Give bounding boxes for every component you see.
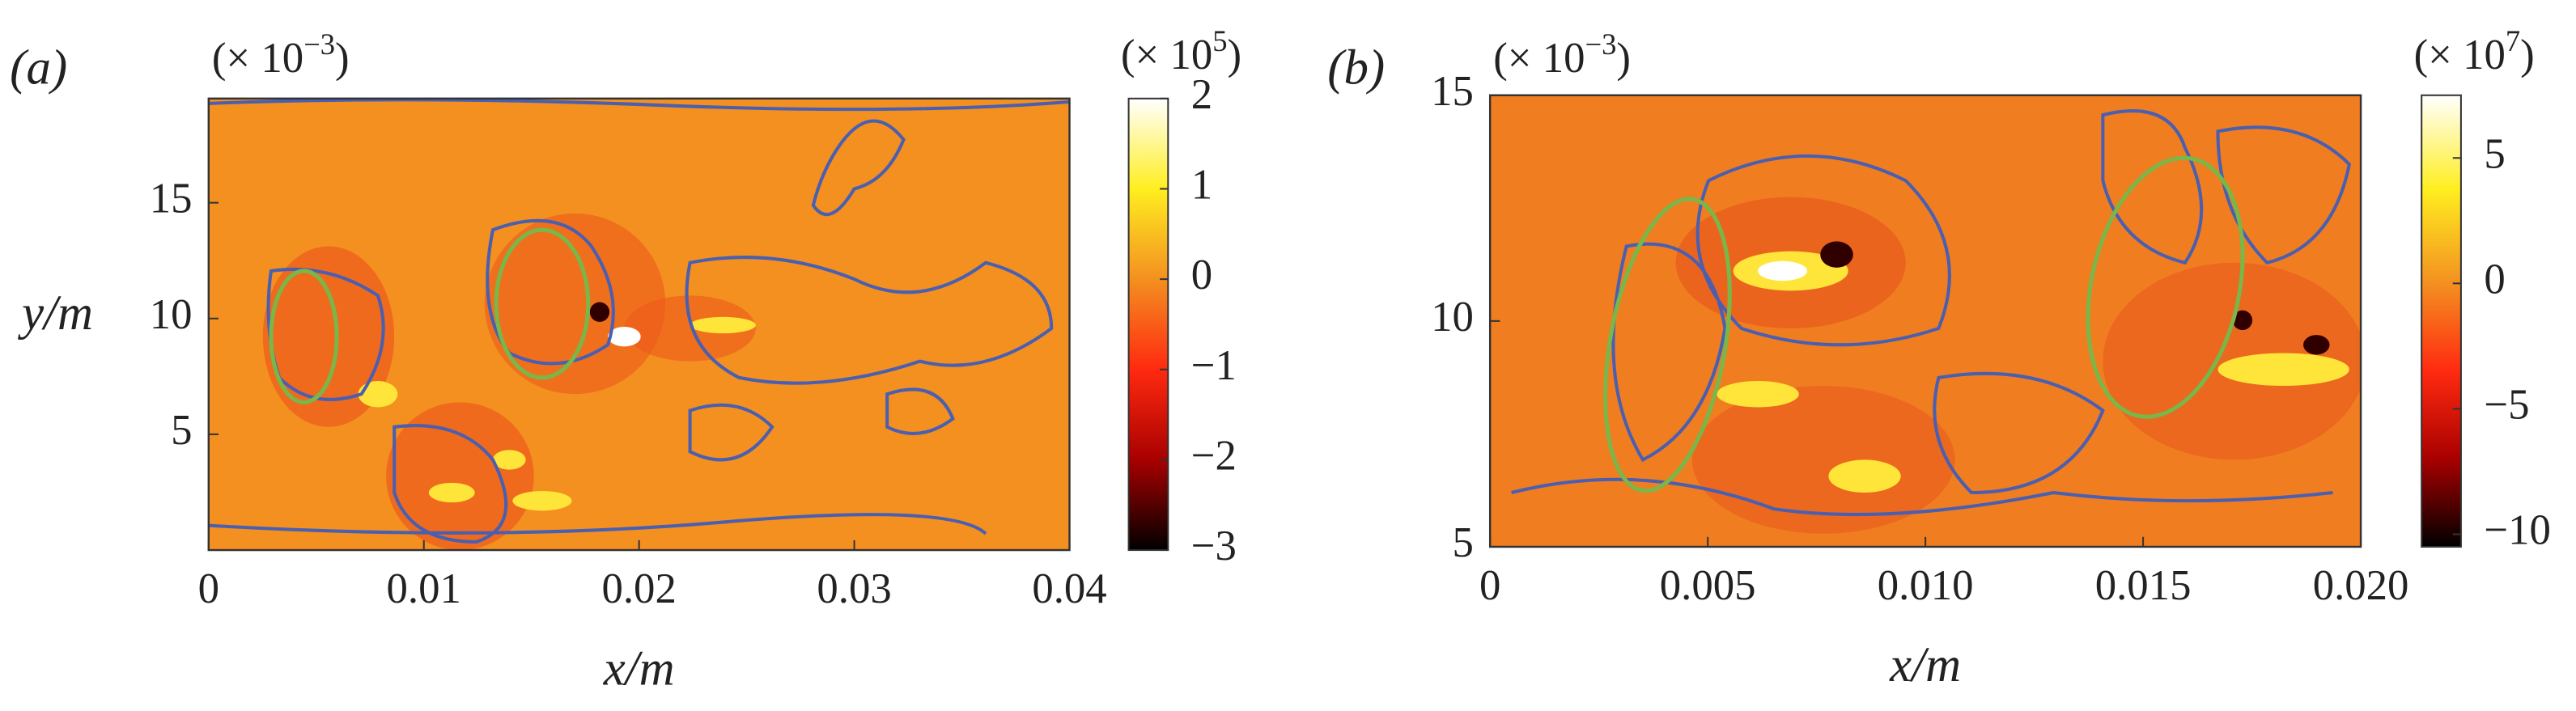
scale-close: )	[335, 35, 350, 82]
colorbar-tick-label: 0	[2484, 256, 2505, 303]
scale-exponent: −3	[1585, 28, 1617, 61]
y-tick-label: 10	[150, 291, 193, 338]
colorbar-tick-label: 2	[1191, 71, 1212, 118]
x-tick-label: 0.005	[1660, 562, 1756, 609]
field-b	[1490, 95, 2362, 547]
scale-base: (× 10	[212, 35, 303, 82]
scale-close: )	[2520, 32, 2535, 78]
scale-close: )	[1616, 35, 1631, 82]
x-tick-label: 0.015	[2095, 562, 2192, 609]
colorbar-tick-label: 1	[1191, 162, 1212, 209]
scale-base: (× 10	[2414, 32, 2506, 78]
y-tick-label: 5	[1452, 519, 1473, 566]
colorbar-tick-label: 5	[2484, 130, 2505, 177]
x-tick-label: 0.010	[1878, 562, 1974, 609]
x-tick-label: 0.03	[817, 565, 891, 612]
x-tick-label: 0.020	[2313, 562, 2409, 609]
scale-label: (× 107)	[2414, 24, 2535, 78]
scale-base: (× 10	[1493, 35, 1585, 82]
x-axis-label: x/m	[603, 641, 675, 696]
colorbar-tick-label: −2	[1191, 433, 1237, 480]
scale-exponent: −3	[303, 28, 335, 61]
y-tick-label: 15	[150, 176, 193, 222]
x-axis-label: x/m	[1889, 638, 1961, 692]
panel-label: (a)	[10, 40, 67, 95]
x-tick-label: 0.04	[1032, 565, 1106, 612]
scale-base: (× 10	[1121, 32, 1212, 78]
field-a	[208, 98, 1070, 551]
scale-label: (× 105)	[1121, 24, 1241, 78]
y-tick-label: 15	[1431, 68, 1474, 115]
colorbar	[1127, 97, 1169, 552]
colorbar	[2421, 94, 2462, 548]
scale-exponent: 5	[1212, 24, 1227, 57]
x-tick-label: 0.01	[387, 565, 461, 612]
x-tick-label: 0	[198, 565, 219, 612]
colorbar-tick-label: −10	[2484, 507, 2551, 554]
panel-label: (b)	[1327, 40, 1385, 95]
x-tick-label: 0	[1479, 562, 1500, 609]
scale-label: (× 10−3)	[212, 28, 350, 82]
scale-exponent: 7	[2506, 24, 2520, 57]
y-axis-label: y/m	[17, 286, 93, 341]
colorbar-tick-label: −5	[2484, 382, 2529, 429]
colorbar-tick-label: −3	[1191, 523, 1237, 569]
y-tick-label: 10	[1431, 294, 1474, 341]
colorbar-tick-label: 0	[1191, 252, 1212, 298]
x-tick-label: 0.02	[601, 565, 676, 612]
scale-label: (× 10−3)	[1493, 28, 1631, 82]
colorbar-tick-label: −1	[1191, 342, 1237, 389]
scale-close: )	[1228, 32, 1242, 78]
y-tick-label: 5	[171, 407, 192, 454]
